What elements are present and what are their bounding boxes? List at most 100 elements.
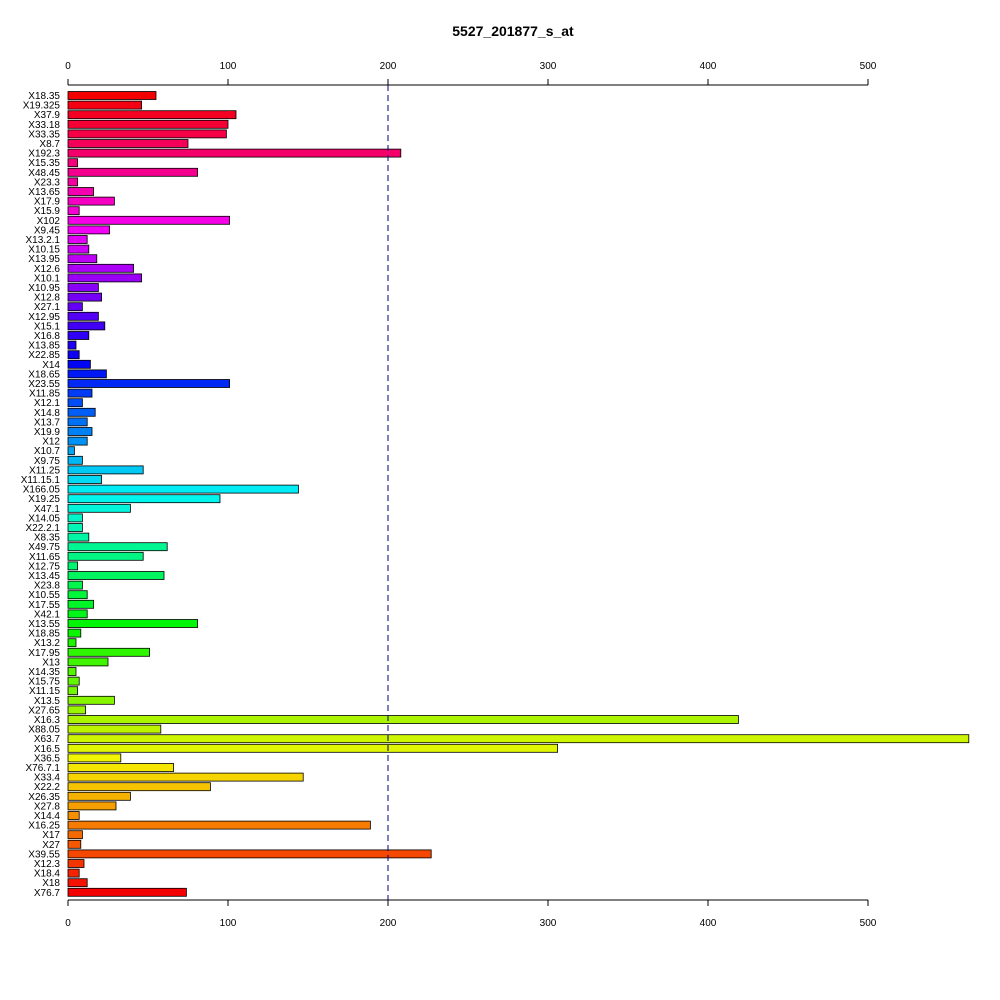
bar: [67, 676, 80, 686]
bar: [67, 436, 88, 446]
bar: [67, 590, 88, 600]
bar: [67, 206, 80, 216]
category-label: X27.65: [28, 705, 60, 716]
bar: [67, 484, 299, 494]
bar: [67, 763, 174, 772]
category-label: X14.4: [34, 811, 61, 822]
category-label: X33.4: [34, 773, 61, 784]
bar: [67, 647, 150, 657]
category-labels: X18.35X19.325X37.9X33.18X33.35X8.7X192.3…: [21, 91, 61, 899]
bar: [67, 887, 187, 897]
bar: [67, 667, 77, 676]
bar: [67, 302, 83, 312]
bar: [67, 532, 90, 542]
category-label: X13.85: [28, 341, 60, 352]
bar: [67, 561, 79, 571]
bar: [67, 743, 559, 753]
tick-label: 400: [700, 61, 717, 72]
category-label: X10.95: [28, 283, 60, 294]
category-label: X18.85: [28, 629, 60, 640]
bar: [67, 283, 99, 292]
category-label: X14.05: [28, 513, 60, 524]
category-label: X13.2: [34, 638, 61, 649]
category-label: X47.1: [34, 504, 61, 515]
category-label: X11.25: [29, 465, 60, 476]
category-label: X16.8: [34, 331, 61, 342]
category-label: X63.7: [34, 734, 61, 745]
category-label: X13.95: [28, 254, 60, 265]
category-label: X15.9: [34, 206, 61, 217]
category-label: X8.7: [39, 139, 60, 150]
bar: [67, 407, 96, 417]
tick-label: 300: [540, 918, 557, 929]
category-label: X8.35: [34, 533, 61, 544]
category-label: X12.6: [34, 264, 61, 275]
bar: [67, 849, 432, 859]
bar: [67, 619, 199, 628]
bar: [67, 599, 95, 609]
bar: [67, 753, 122, 763]
category-label: X23.3: [34, 177, 61, 188]
category-label: X13.65: [28, 187, 60, 198]
chart-title: 5527_201877_s_at: [452, 23, 574, 39]
bar: [67, 820, 371, 830]
category-label: X16.3: [34, 715, 61, 726]
category-label: X23.55: [28, 379, 60, 390]
category-label: X13.5: [34, 696, 61, 707]
bar: [67, 235, 88, 244]
bar: [67, 158, 79, 168]
bar: [67, 91, 157, 100]
tick-label: 300: [540, 61, 557, 72]
bar: [67, 551, 144, 561]
category-label: X76.7: [34, 888, 61, 899]
category-label: X27.8: [34, 801, 61, 812]
bar: [67, 388, 93, 398]
bar: [67, 455, 83, 465]
bar: [67, 139, 189, 148]
category-label: X37.9: [34, 110, 61, 121]
category-label: X10.7: [34, 446, 61, 457]
bar: [67, 263, 134, 273]
bar: [67, 350, 80, 360]
category-label: X13.2.1: [26, 235, 61, 246]
tick-label: 200: [380, 918, 397, 929]
bar: [67, 811, 80, 820]
category-label: X17.95: [28, 648, 60, 659]
bar: [67, 705, 87, 715]
bar: [67, 196, 115, 206]
bar: [67, 369, 107, 379]
bar: [67, 292, 102, 302]
bottom-axis: 0 100 200 300 400 500: [65, 899, 877, 929]
bar: [67, 359, 91, 369]
bar: [67, 839, 82, 849]
bar: [67, 331, 90, 340]
category-label: X12.75: [28, 561, 60, 572]
bar: [67, 129, 227, 139]
bar: [67, 801, 117, 811]
category-label: X27: [42, 840, 60, 851]
category-label: X12.1: [34, 398, 61, 409]
bar: [67, 446, 75, 456]
category-label: X49.75: [28, 542, 60, 553]
bar: [67, 311, 99, 321]
category-label: X42.1: [34, 609, 61, 620]
category-label: X11.85: [29, 389, 60, 400]
category-label: X13.45: [28, 571, 60, 582]
category-label: X13.7: [34, 417, 61, 428]
category-label: X17: [42, 830, 60, 841]
category-label: X13.55: [28, 619, 60, 630]
category-label: X13: [42, 657, 60, 668]
bar: [67, 868, 80, 878]
bar: [67, 609, 88, 619]
bar: [67, 110, 237, 120]
category-label: X166.05: [23, 485, 61, 496]
category-label: X23.8: [34, 581, 61, 592]
category-label: X9.45: [34, 225, 61, 236]
category-label: X36.5: [34, 753, 61, 764]
bars-group: [67, 91, 970, 897]
bar: [67, 340, 77, 350]
bar: [67, 187, 95, 196]
category-label: X14.8: [34, 408, 61, 419]
category-label: X192.3: [28, 149, 60, 160]
category-label: X15.1: [34, 321, 61, 332]
